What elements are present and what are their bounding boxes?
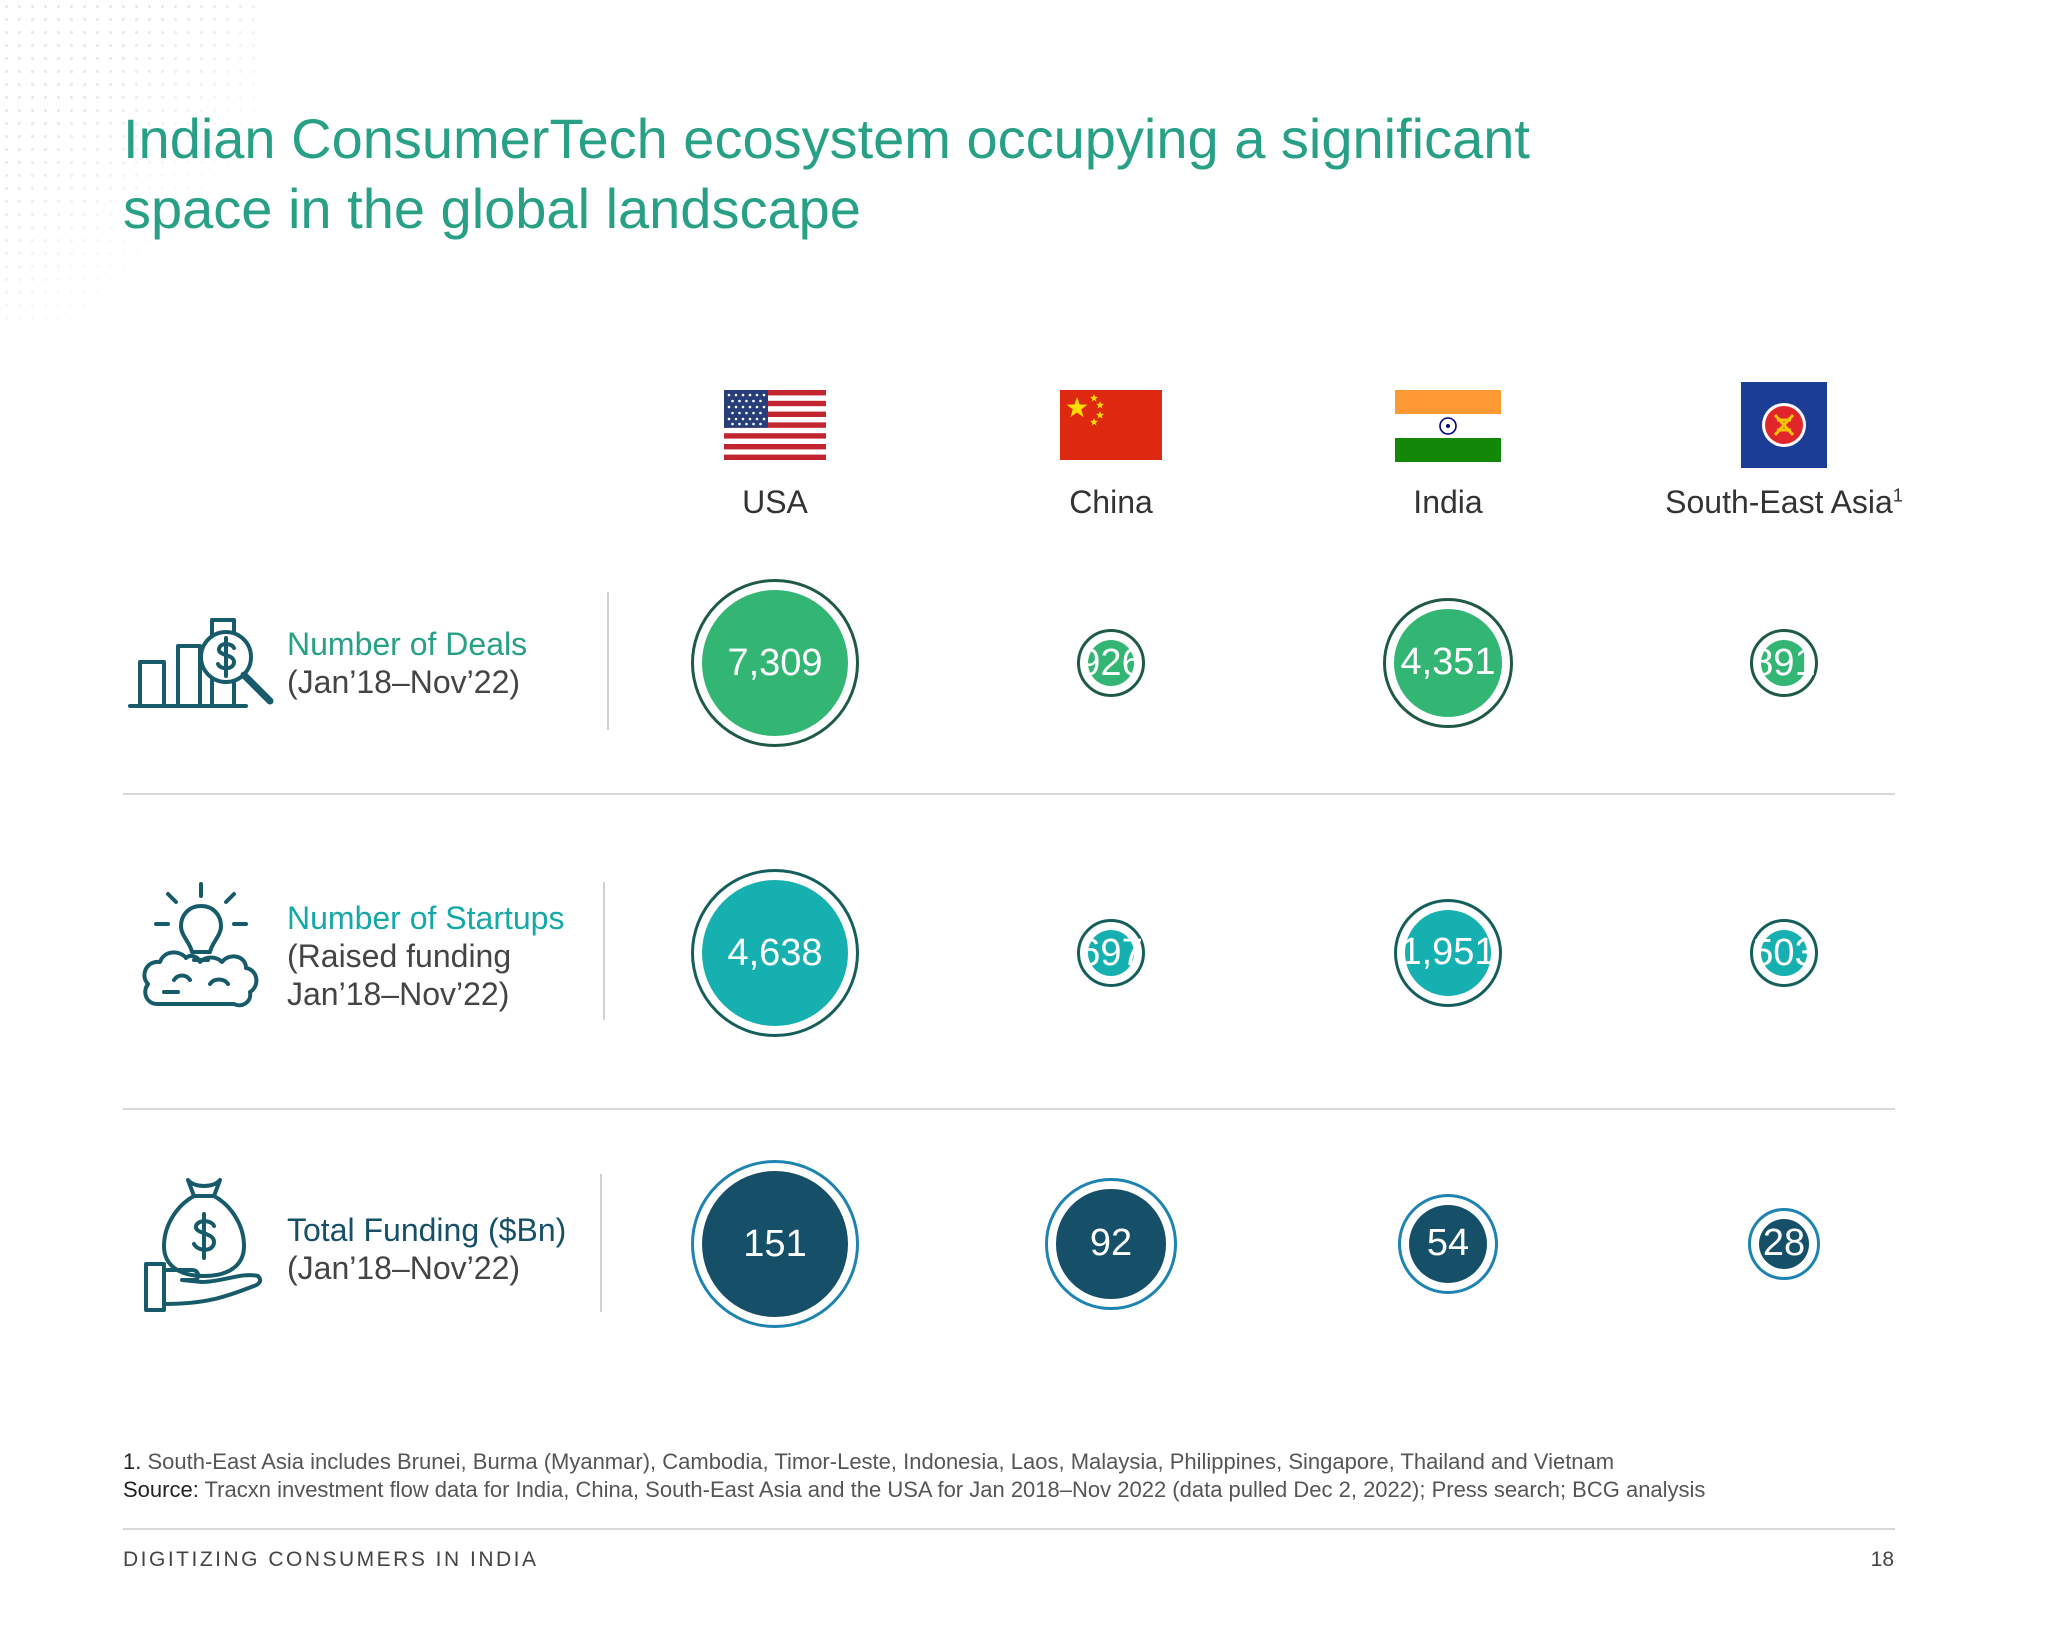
footnote-marker-label: 1. [123,1449,142,1474]
row-divider [603,882,605,1020]
asean-flag-icon [1741,382,1827,468]
source-label: Source: [123,1477,199,1502]
china-flag-icon [1060,390,1162,460]
value-bubble: 926 [1077,629,1145,697]
publication-name: DIGITIZING CONSUMERS IN INDIA [123,1548,539,1571]
value-label: 54 [1408,1204,1488,1284]
source-text: Tracxn investment flow data for India, C… [204,1477,1706,1502]
page-number: 18 [1870,1548,1894,1571]
metric-label-startups: Number of Startups (Raised funding Jan’1… [287,899,564,1013]
value-bubble: 28 [1747,1207,1821,1281]
value-bubble: 151 [691,1160,859,1328]
metric-title: Total Funding ($Bn) [287,1212,567,1248]
footnote-marker: 1 [1892,485,1903,506]
value-label: 503 [1752,930,1816,976]
usa-flag-icon [724,390,826,460]
metric-subtitle: (Jan’18–Nov’22) [287,664,521,700]
value-label: 4,638 [702,880,848,1026]
metric-title: Number of Startups [287,900,565,936]
horizontal-divider [123,1108,1895,1110]
value-bubble: 4,351 [1383,598,1513,728]
horizontal-divider [123,793,1895,795]
value-bubble: 92 [1045,1178,1177,1310]
footer-divider [123,1528,1895,1530]
value-label: 7,309 [702,590,848,736]
country-name: China [1069,484,1153,520]
value-label: 151 [702,1171,848,1317]
lightbulb-brain-icon [142,882,259,1008]
value-label: 891 [1752,640,1816,686]
source-note: Source: Tracxn investment flow data for … [123,1476,1705,1504]
value-label: 1,951 [1400,909,1496,997]
value-label: 92 [1056,1189,1166,1299]
row-divider [607,592,609,730]
country-name: USA [742,484,808,520]
value-bubble: 503 [1750,919,1818,987]
title-line-2: space in the global landscape [123,177,861,240]
value-bubble: 697 [1077,919,1145,987]
deals-chart-dollar-icon [128,618,274,708]
footnotes: 1. South-East Asia includes Brunei, Burm… [123,1448,1705,1504]
value-label: 926 [1079,640,1143,686]
metric-subtitle: (Jan’18–Nov’22) [287,1250,521,1286]
india-flag-icon [1395,390,1501,462]
country-name: India [1413,484,1483,520]
dot-pattern-decoration [0,0,260,330]
value-bubble: 4,638 [691,869,859,1037]
value-label: 4,351 [1394,609,1502,717]
footnote-text: South-East Asia includes Brunei, Burma (… [147,1449,1615,1474]
value-bubble: 7,309 [691,579,859,747]
country-name: South-East Asia1 [1665,484,1903,520]
title-line-1: Indian ConsumerTech ecosystem occupying … [123,107,1530,170]
metric-title: Number of Deals [287,626,528,662]
value-label: 697 [1079,930,1143,976]
page-title: Indian ConsumerTech ecosystem occupying … [123,104,1530,244]
metric-label-deals: Number of Deals (Jan’18–Nov’22) [287,625,527,701]
metric-label-funding: Total Funding ($Bn) (Jan’18–Nov’22) [287,1211,566,1287]
metric-subtitle: (Raised funding Jan’18–Nov’22) [287,938,512,1012]
money-bag-hand-icon [144,1178,263,1312]
value-bubble: 1,951 [1393,898,1503,1008]
value-label: 28 [1758,1218,1810,1270]
row-divider [600,1174,602,1312]
value-bubble: 891 [1750,629,1818,697]
value-bubble: 54 [1397,1193,1499,1295]
footnote-1: 1. South-East Asia includes Brunei, Burm… [123,1448,1705,1476]
